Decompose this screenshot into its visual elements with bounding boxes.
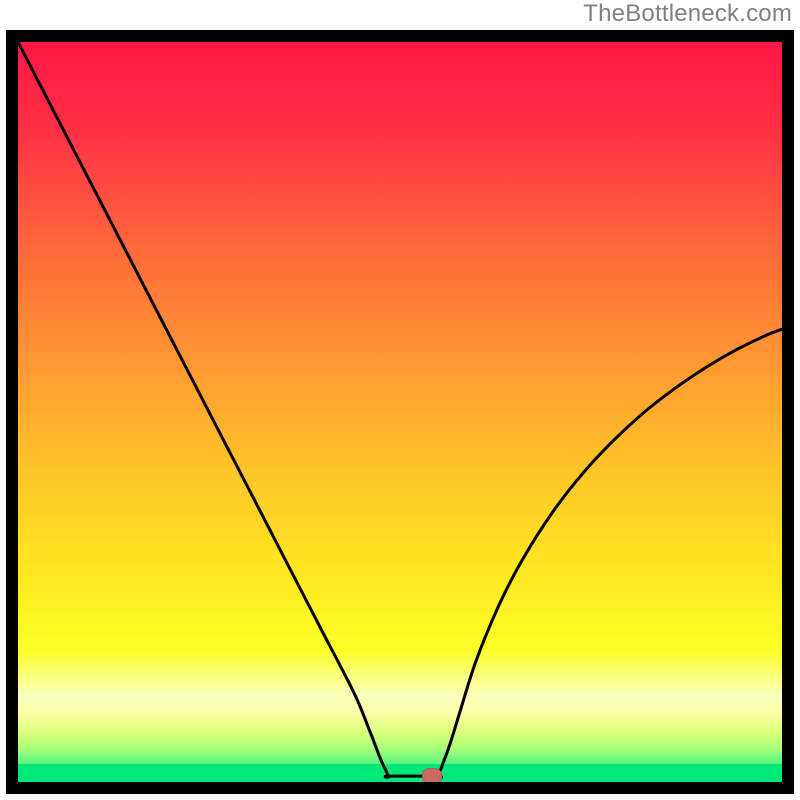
watermark-text: TheBottleneck.com: [583, 0, 792, 28]
bottleneck-curve: [18, 42, 782, 782]
optimal-point-marker: [422, 768, 442, 782]
curve-path: [18, 42, 782, 778]
plot-area: [18, 42, 782, 782]
chart-stage: TheBottleneck.com: [0, 0, 800, 800]
